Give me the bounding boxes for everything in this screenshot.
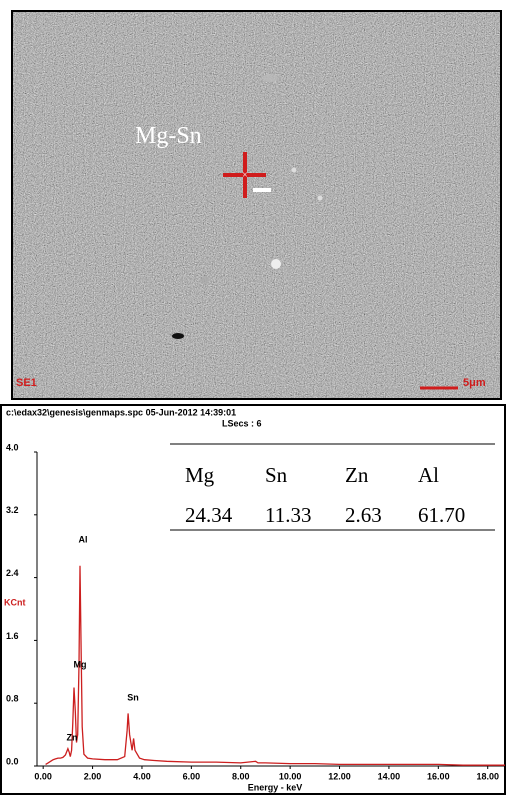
particle <box>292 168 297 173</box>
table-header: Sn <box>265 463 288 487</box>
y-tick-label: 4.0 <box>6 442 19 452</box>
x-tick-label: 4.00 <box>133 771 151 781</box>
table-header: Al <box>418 463 439 487</box>
table-cell: 11.33 <box>265 503 311 527</box>
table-cell: 24.34 <box>185 503 233 527</box>
x-axis-label: Energy - keV <box>248 782 303 792</box>
peak-label: Zn <box>67 732 78 742</box>
detector-label: SE1 <box>16 377 37 389</box>
x-tick-label: 18.00 <box>476 771 499 781</box>
y-tick-label: 0.8 <box>6 694 19 704</box>
x-tick-label: 8.00 <box>232 771 250 781</box>
sem-image <box>13 12 500 398</box>
table-cell: 2.63 <box>345 503 382 527</box>
peak-label: Mg <box>74 659 87 669</box>
y-tick-label: 3.2 <box>6 505 19 515</box>
peak-label: Sn <box>127 692 139 702</box>
x-tick-label: 16.00 <box>427 771 450 781</box>
phase-label: Mg-Sn <box>135 123 202 149</box>
x-tick-label: 10.00 <box>279 771 302 781</box>
x-tick-label: 0.00 <box>34 771 52 781</box>
particle <box>262 74 278 82</box>
marker: × <box>242 170 248 181</box>
x-tick-label: 12.00 <box>328 771 351 781</box>
y-tick-label: 0.0 <box>6 756 19 766</box>
table-cell: 61.70 <box>418 503 465 527</box>
particle <box>271 259 281 269</box>
y-axis-label: KCnt <box>4 597 26 607</box>
particle <box>318 196 323 201</box>
peak-label: Al <box>79 534 88 544</box>
particle <box>172 333 184 339</box>
chart-subtitle: LSecs : 6 <box>222 418 262 428</box>
x-tick-label: 14.00 <box>378 771 401 781</box>
chart-title: c:\edax32\genesis\genmaps.spc 05-Jun-201… <box>6 407 236 417</box>
x-tick-label: 6.00 <box>183 771 201 781</box>
x-tick-label: 2.00 <box>84 771 102 781</box>
page: × Mg-Sn SE1 5μm c:\edax32\genesis\genmap… <box>0 0 506 795</box>
particle <box>253 188 271 192</box>
scale-label: 5μm <box>463 377 486 389</box>
table-header: Zn <box>345 463 369 487</box>
particle <box>201 276 209 284</box>
y-tick-label: 1.6 <box>6 631 19 641</box>
y-tick-label: 2.4 <box>6 568 19 578</box>
table-header: Mg <box>185 463 215 487</box>
figure: × Mg-Sn SE1 5μm c:\edax32\genesis\genmap… <box>0 0 506 795</box>
